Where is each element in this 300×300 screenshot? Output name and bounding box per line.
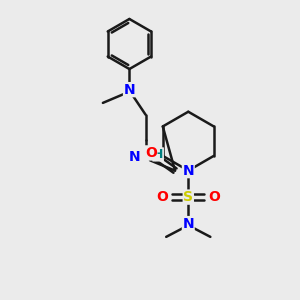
Text: N: N — [129, 150, 140, 164]
Text: N: N — [124, 82, 135, 97]
Text: N: N — [182, 217, 194, 231]
Text: H: H — [153, 148, 163, 161]
Text: O: O — [208, 190, 220, 204]
Text: S: S — [183, 190, 193, 204]
Text: O: O — [157, 190, 169, 204]
Text: O: O — [145, 146, 157, 160]
Text: N: N — [182, 164, 194, 178]
